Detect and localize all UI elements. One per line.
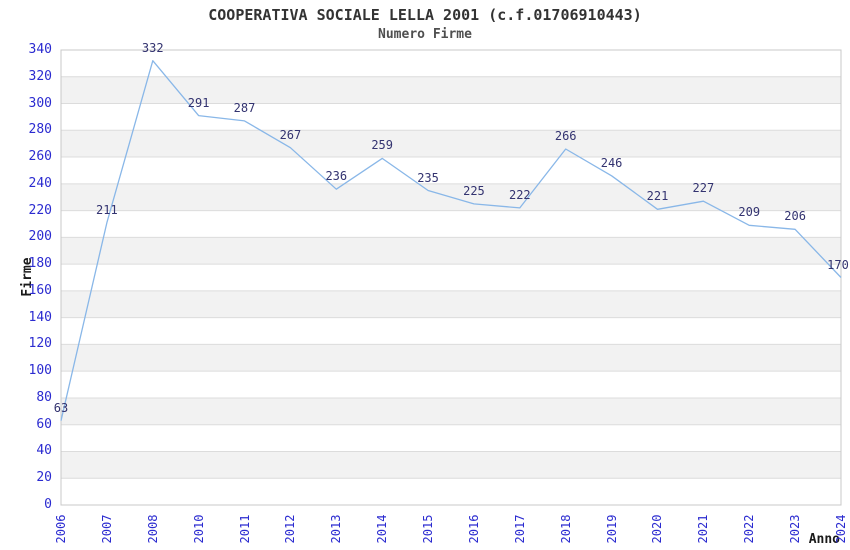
data-point-label: 209 (738, 205, 761, 220)
data-point-label: 235 (417, 170, 439, 185)
x-tick-label: 2022 (742, 514, 757, 544)
plot-border (60, 49, 842, 506)
y-tick-label: 240 (28, 175, 52, 191)
x-tick-label: 2023 (788, 514, 803, 544)
x-tick-label: 2011 (237, 514, 252, 544)
x-tick-label: 2021 (696, 514, 711, 544)
y-tick-label: 200 (28, 229, 52, 245)
y-tick-label: 0 (44, 497, 52, 512)
y-tick-label: 300 (28, 95, 52, 111)
x-tick-label: 2013 (329, 514, 344, 544)
y-tick-label: 280 (28, 122, 52, 138)
y-tick-label: 120 (28, 336, 52, 352)
data-point-label: 332 (141, 40, 164, 55)
data-point-label: 236 (325, 169, 348, 184)
y-tick-label: 320 (28, 68, 52, 84)
y-tick-label: 160 (28, 282, 52, 298)
y-tick-label: 40 (36, 443, 52, 459)
y-tick-label: 80 (36, 389, 52, 405)
grid-band (61, 451, 841, 479)
x-tick-label: 2020 (650, 514, 665, 544)
data-point-label: 267 (279, 127, 302, 142)
data-point-label: 170 (827, 257, 849, 272)
chart-title: COOPERATIVA SOCIALE LELLA 2001 (c.f.0170… (208, 6, 642, 24)
y-tick-label: 260 (28, 149, 52, 165)
grid-band (61, 397, 841, 425)
data-point-label: 225 (463, 183, 485, 198)
grid-band (61, 76, 841, 104)
y-tick-label: 100 (28, 363, 52, 379)
x-tick-label: 2008 (145, 514, 160, 544)
y-tick-label: 220 (28, 202, 52, 218)
data-point-label: 63 (53, 400, 69, 415)
y-tick-label: 60 (36, 416, 52, 432)
x-tick-label: 2017 (512, 514, 527, 544)
x-tick-label: 2006 (54, 514, 68, 544)
grid-band (61, 130, 841, 158)
data-point-label: 211 (96, 202, 118, 217)
data-point-label: 291 (187, 95, 210, 110)
y-tick-label: 20 (36, 470, 52, 486)
data-point-label: 246 (600, 155, 623, 170)
x-tick-label: 2018 (558, 514, 573, 544)
x-tick-label: 2024 (834, 514, 848, 544)
x-tick-label: 2010 (191, 514, 206, 544)
x-axis-title: Anno (808, 532, 840, 547)
data-point-label: 221 (646, 189, 669, 204)
data-point-label: 266 (554, 129, 577, 144)
data-point-label: 287 (233, 100, 256, 115)
grid-band (61, 237, 841, 265)
y-tick-label: 340 (28, 42, 52, 57)
x-tick-label: 2012 (283, 514, 298, 544)
data-point-label: 227 (692, 181, 715, 196)
series-line (60, 60, 842, 421)
data-point-label: 222 (508, 187, 531, 202)
y-tick-label: 140 (28, 309, 52, 325)
y-tick-label: 180 (28, 256, 52, 272)
x-tick-label: 2016 (466, 514, 481, 544)
grid-band (61, 344, 841, 372)
chart-subtitle: Numero Firme (378, 27, 472, 42)
grid-band (61, 290, 841, 318)
data-point-label: 259 (371, 138, 394, 153)
x-tick-label: 2014 (375, 514, 390, 544)
x-tick-label: 2007 (99, 514, 114, 544)
x-tick-label: 2015 (421, 514, 436, 544)
x-tick-label: 2019 (604, 514, 619, 544)
data-point-label: 206 (784, 209, 806, 224)
